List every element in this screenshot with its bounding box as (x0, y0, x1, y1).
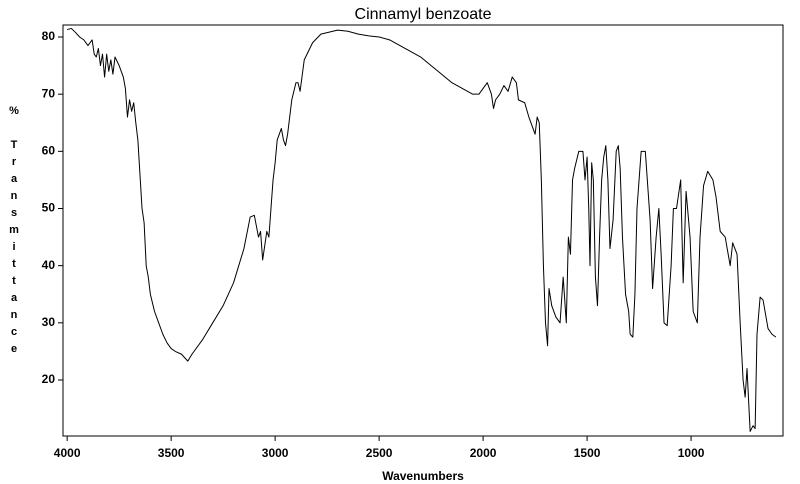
x-tick-label: 3500 (158, 446, 185, 460)
x-tick-label: 1500 (574, 446, 601, 460)
x-tick-label: 4000 (54, 446, 81, 460)
y-tick-label: 20 (42, 372, 56, 386)
y-tick-label: 40 (42, 258, 56, 272)
x-tick-label: 3000 (262, 446, 289, 460)
x-axis-label: Wavenumbers (382, 469, 464, 483)
chart-title: Cinnamyl benzoate (355, 6, 492, 23)
x-tick-label: 2500 (366, 446, 393, 460)
y-axis-label: % Transmittance (8, 105, 20, 360)
x-tick-label: 2000 (470, 446, 497, 460)
y-tick-label: 80 (42, 29, 56, 43)
spectrum-line (67, 27, 777, 432)
y-tick-label: 70 (42, 86, 56, 100)
x-tick-label: 1000 (678, 446, 705, 460)
y-tick-label: 50 (42, 201, 56, 215)
plot-frame (62, 24, 784, 437)
y-tick-label: 30 (42, 315, 56, 329)
y-tick-label: 60 (42, 144, 56, 158)
